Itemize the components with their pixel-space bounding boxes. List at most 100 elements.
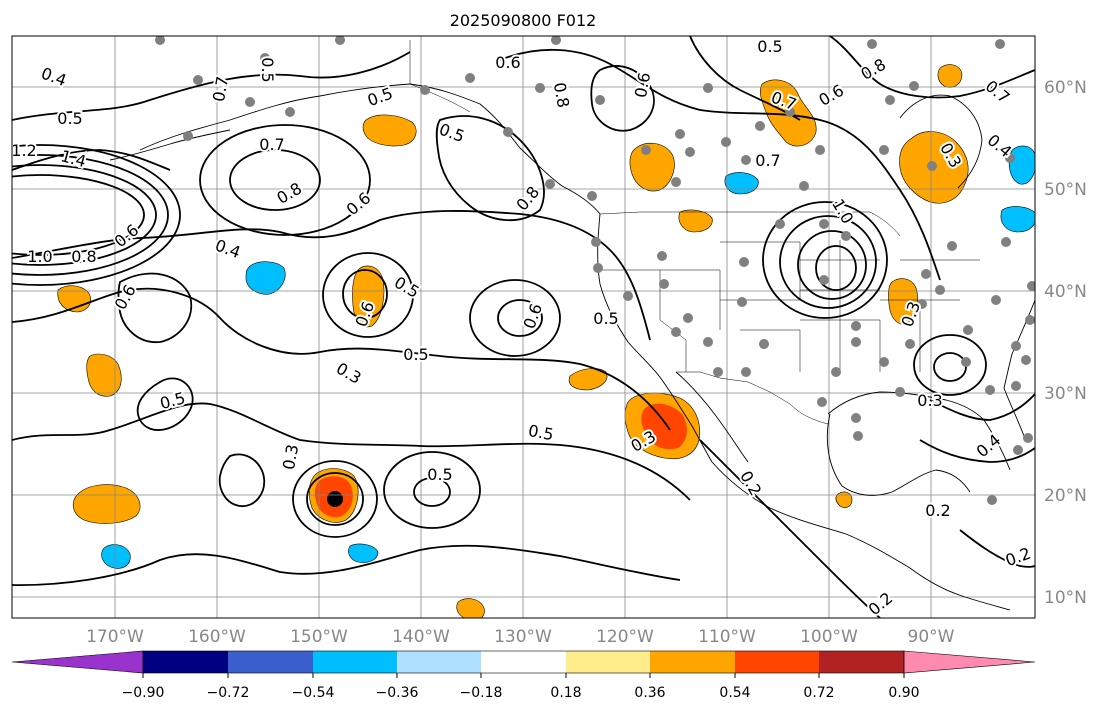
contour-label: 0.3 <box>917 391 942 410</box>
contour-low-2 <box>12 154 169 276</box>
station-dot <box>593 263 603 273</box>
station-dot <box>503 127 513 137</box>
station-dot <box>867 39 877 49</box>
colorbar-frame <box>142 650 905 674</box>
shade-blue-canada <box>724 172 759 195</box>
station-dot <box>815 145 825 155</box>
station-dot <box>987 495 997 505</box>
station-dot <box>963 325 973 335</box>
station-dot <box>535 83 545 93</box>
station-dot <box>285 107 295 117</box>
shade-orange-60n-east <box>937 64 963 88</box>
station-dots <box>155 36 1035 505</box>
lat-label: 30°N <box>1044 384 1087 404</box>
shade-orange-canada-53n <box>629 142 675 192</box>
lat-label: 50°N <box>1044 180 1087 200</box>
contour-label: 0.5 <box>427 465 452 484</box>
contour-line-5 <box>12 544 681 586</box>
station-dot <box>595 95 605 105</box>
contour-label: 0.7 <box>755 151 780 170</box>
station-dot <box>831 367 841 377</box>
colorbar-ticks <box>142 673 905 678</box>
station-dot <box>819 219 829 229</box>
contour-label: 0.2 <box>925 501 950 520</box>
contour-line-12 <box>919 439 1035 463</box>
station-dot <box>759 339 769 349</box>
station-dot <box>895 387 905 397</box>
colorbar-tick-label: −0.72 <box>207 685 250 701</box>
contour-low-1 <box>12 144 181 286</box>
contour-label: 1.0 <box>27 247 52 266</box>
us-mexico-border <box>676 371 829 425</box>
colorbar-tick-label: 0.36 <box>634 685 665 701</box>
central-america <box>909 567 1011 611</box>
lat-label: 10°N <box>1044 588 1087 608</box>
lon-label: 100°W <box>800 627 858 647</box>
contour-line-6 <box>136 377 194 431</box>
station-dot <box>737 297 747 307</box>
contours <box>12 36 1035 618</box>
lat-label: 40°N <box>1044 282 1087 302</box>
contour-label: 0.7 <box>259 135 284 154</box>
station-dot <box>851 413 861 423</box>
contour-northpac-2 <box>229 149 321 211</box>
station-dot <box>739 257 749 267</box>
shade-red-baja <box>641 403 687 450</box>
colorbar-segment <box>735 651 819 673</box>
station-dot <box>851 321 861 331</box>
station-dot <box>420 85 430 95</box>
station-dot <box>741 367 751 377</box>
colorbar-tick-label: −0.18 <box>460 685 503 701</box>
mexico-west <box>711 461 911 569</box>
shade-orange-15n <box>835 491 853 508</box>
station-dot <box>671 177 681 187</box>
station-dot <box>817 397 827 407</box>
contour-line-7 <box>590 65 655 132</box>
contour-20n-1 <box>383 451 481 529</box>
yucatan <box>826 413 971 496</box>
contour-38n-2 <box>497 299 543 337</box>
station-dot <box>819 275 829 285</box>
colorbar-segment <box>228 651 313 673</box>
station-dot <box>1001 237 1011 247</box>
station-dot <box>879 145 889 155</box>
lat-label: 20°N <box>1044 486 1087 506</box>
lon-label: 130°W <box>494 627 552 647</box>
station-dot <box>741 155 751 165</box>
contour-42n-2 <box>342 269 388 319</box>
station-dot <box>909 81 919 91</box>
contour-east-35n <box>913 334 987 396</box>
station-dot <box>905 339 915 349</box>
station-dot <box>591 237 601 247</box>
contour-line-8 <box>499 48 941 281</box>
station-dot <box>885 95 895 105</box>
lon-label: 90°W <box>908 627 955 647</box>
contour-line-14 <box>959 529 1035 568</box>
station-dot <box>623 291 633 301</box>
figure-title: 2025090800 F012 <box>450 11 597 30</box>
station-dot <box>853 431 863 441</box>
station-dot <box>1011 341 1021 351</box>
contour-jet-2 <box>779 215 877 309</box>
colorbar-tick-label: −0.54 <box>292 685 335 701</box>
station-dot <box>985 385 995 395</box>
contour-low-3 <box>12 164 157 266</box>
map-background <box>12 36 1035 618</box>
station-dot <box>1023 433 1033 443</box>
station-dot <box>879 357 889 367</box>
station-dot <box>935 285 945 295</box>
contour-jet-1 <box>762 201 888 319</box>
shade-blue-15n <box>348 543 379 563</box>
station-dot <box>465 73 475 83</box>
colorbar-tick-label: −0.36 <box>376 685 419 701</box>
lon-label: 140°W <box>392 627 450 647</box>
us-west-coast <box>597 213 663 381</box>
station-dot <box>1005 153 1015 163</box>
contour-line-10 <box>829 36 1035 99</box>
station-dot <box>155 36 165 45</box>
colorbar-tick-label: 0.90 <box>888 685 919 701</box>
shade-orange-27n <box>86 353 122 397</box>
contour-line-9 <box>689 36 801 121</box>
gulf-california <box>675 371 749 463</box>
